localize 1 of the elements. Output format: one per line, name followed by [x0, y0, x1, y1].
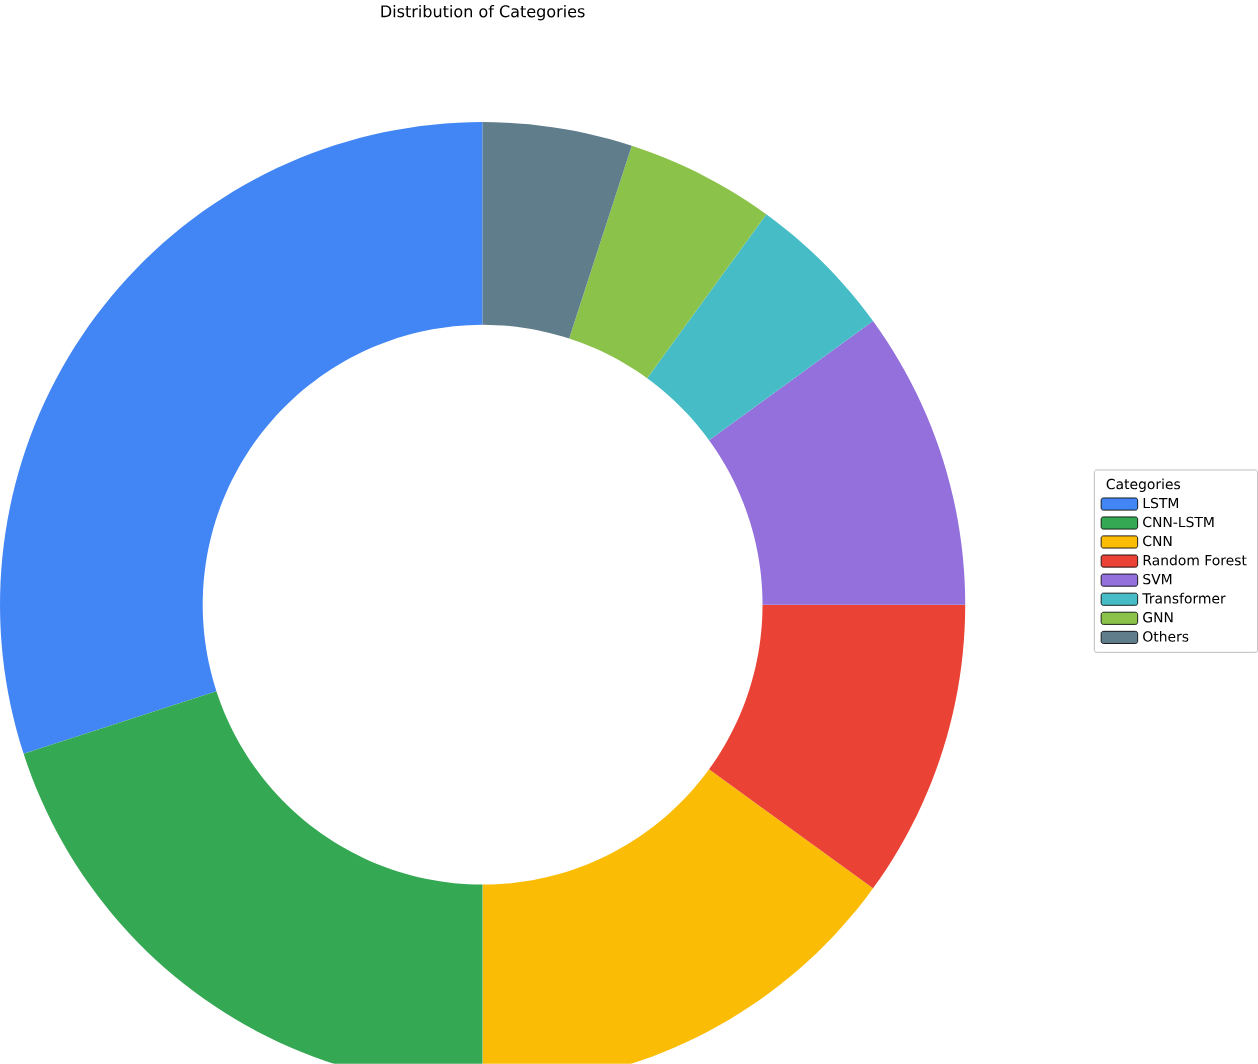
chart-title: Distribution of Categories — [381, 5, 585, 21]
